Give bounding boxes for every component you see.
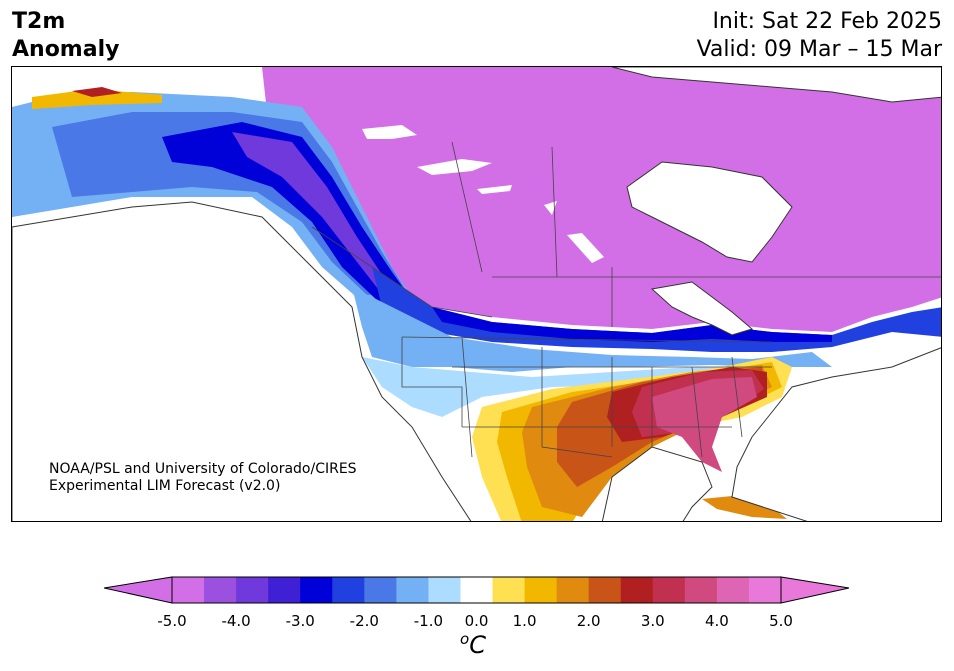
colorbar-tick-label: -1.0 [413, 612, 444, 630]
colorbar-cell [300, 577, 333, 603]
map-canvas [12, 67, 941, 521]
atlantic-ocean [731, 347, 941, 521]
colorbar-cell [236, 577, 269, 603]
lake-great-slave [417, 159, 492, 175]
colorbar-cell [396, 577, 429, 603]
band-alaska-dark [162, 122, 417, 307]
forecast-dates: Init: Sat 22 Feb 2025 Valid: 09 Mar – 15… [697, 8, 942, 64]
band-southwest-pale [362, 357, 792, 417]
pacific-ocean [12, 201, 472, 521]
colorbar-cell [492, 577, 526, 603]
cuba-warm [702, 495, 787, 519]
colorbar-tick-label: 2.0 [576, 612, 601, 630]
colorbar-tick-label: -5.0 [157, 612, 187, 630]
colorbar-cell [172, 577, 205, 603]
alaska-warm-core [72, 87, 122, 97]
colorbar-tick-label: 4.0 [704, 612, 729, 630]
anomaly-map [11, 66, 942, 522]
alaska-warm-tip [32, 89, 162, 109]
anomaly-subtitle: Anomaly [12, 37, 120, 62]
colorbar-extend-high [780, 576, 850, 604]
colorbar-tick-label: 5.0 [769, 612, 793, 630]
colorbar-outline [171, 576, 782, 604]
lake-winnipeg [567, 233, 604, 263]
credit-line-2: Experimental LIM Forecast (v2.0) [49, 478, 281, 494]
colorbar-cell [428, 577, 461, 603]
credit-text: NOAA/PSL and University of Colorado/CIRE… [49, 461, 357, 495]
political-borders [311, 141, 941, 458]
colorbar [104, 576, 850, 604]
band-alaska-mid [52, 112, 407, 295]
colorbar-cell [588, 577, 622, 603]
colorbar-cell [716, 577, 750, 603]
band-alaska-violet [232, 132, 407, 307]
colorbar-tick-label: -3.0 [285, 612, 315, 630]
lake-reindeer [544, 201, 557, 215]
unit-celsius: C [469, 631, 486, 659]
colorbar-cell [556, 577, 590, 603]
variable-title: T2m [12, 9, 66, 34]
colorbar-tick-label: -2.0 [349, 612, 379, 630]
colorbar-cell [332, 577, 365, 603]
colorbar-extend-low [104, 576, 173, 604]
colorbar-tick-label: 3.0 [640, 612, 665, 630]
gulf-of-mexico [601, 446, 713, 521]
colorbar-tick-label: 0.0 [464, 612, 489, 630]
great-lakes [650, 281, 754, 336]
colorbar-cell [652, 577, 686, 603]
lake-great-bear [362, 125, 417, 139]
map-title: T2m Anomaly [12, 8, 119, 64]
credit-line-1: NOAA/PSL and University of Colorado/CIRE… [49, 461, 357, 477]
hudson-bay [626, 161, 793, 263]
land-canada-fill [262, 67, 941, 332]
band-western-us [352, 287, 832, 372]
init-date: Init: Sat 22 Feb 2025 [712, 9, 942, 34]
colorbar-cell [524, 577, 558, 603]
colorbar-cell [684, 577, 718, 603]
arctic-water [611, 67, 941, 103]
colorbar-cell [364, 577, 397, 603]
colorbar-cell [620, 577, 654, 603]
colorbar-cell [268, 577, 301, 603]
colorbar-cell [748, 577, 782, 603]
colorbar-cells [172, 577, 782, 603]
colorbar-tick-label: -4.0 [221, 612, 251, 630]
colorbar-cell [204, 577, 237, 603]
lake-athabasca [477, 185, 512, 194]
colorbar-cell [460, 577, 494, 603]
unit-degree: o [460, 630, 470, 648]
band-warm-pink [652, 377, 757, 472]
colorbar-tick-label: 1.0 [512, 612, 537, 630]
valid-period: Valid: 09 Mar – 15 Mar [696, 37, 942, 62]
unit-label: oC [460, 630, 486, 659]
